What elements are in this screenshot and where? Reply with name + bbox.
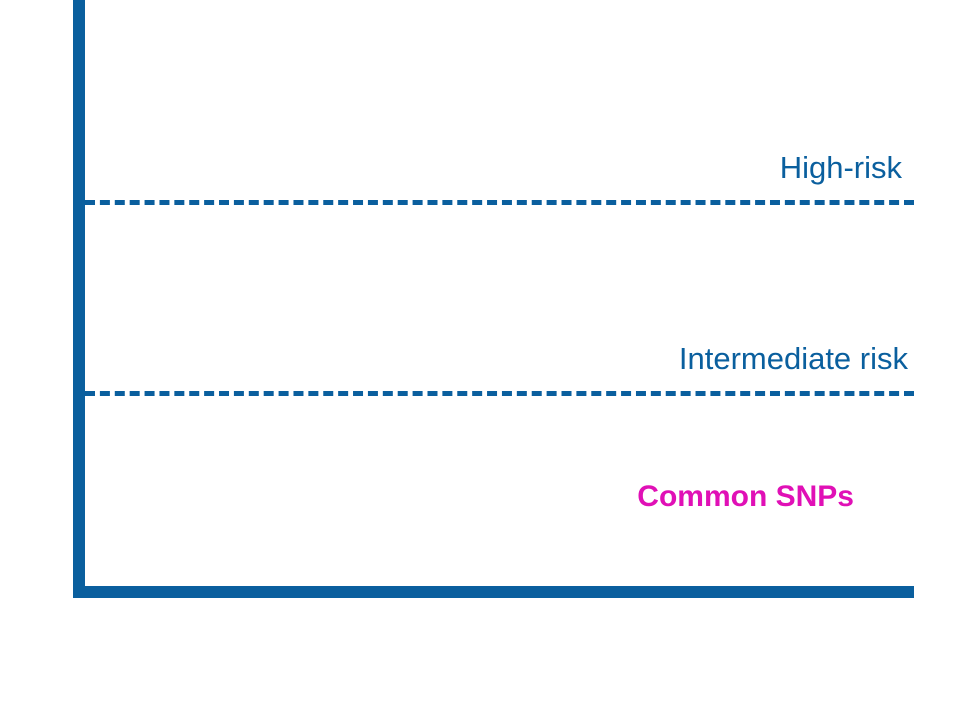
x-axis [73, 586, 914, 598]
high-risk-label: High-risk [779, 150, 902, 185]
common-snps-label: Common SNPs [637, 480, 854, 513]
intermediate-risk-threshold-line [85, 391, 914, 396]
intermediate-risk-label: Intermediate risk [678, 341, 908, 376]
y-axis [73, 0, 85, 598]
high-risk-threshold-line [85, 200, 914, 205]
